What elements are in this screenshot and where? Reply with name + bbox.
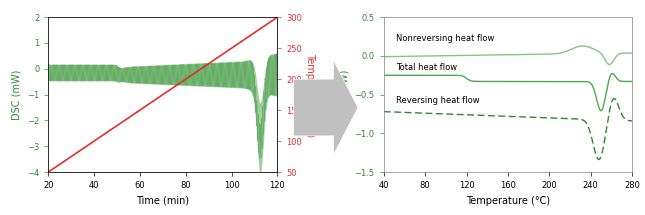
Y-axis label: DSC (mW): DSC (mW)	[12, 69, 21, 120]
Polygon shape	[293, 60, 358, 155]
Text: Total heat flow: Total heat flow	[396, 63, 457, 72]
Y-axis label: Temperature (°C): Temperature (°C)	[304, 52, 315, 137]
Text: Nonreversing heat flow: Nonreversing heat flow	[396, 34, 495, 43]
X-axis label: Time (min): Time (min)	[136, 196, 190, 206]
X-axis label: Temperature (°C): Temperature (°C)	[466, 196, 550, 206]
Text: Reversing heat flow: Reversing heat flow	[396, 95, 480, 104]
Y-axis label: DSC (mW): DSC (mW)	[339, 69, 349, 120]
